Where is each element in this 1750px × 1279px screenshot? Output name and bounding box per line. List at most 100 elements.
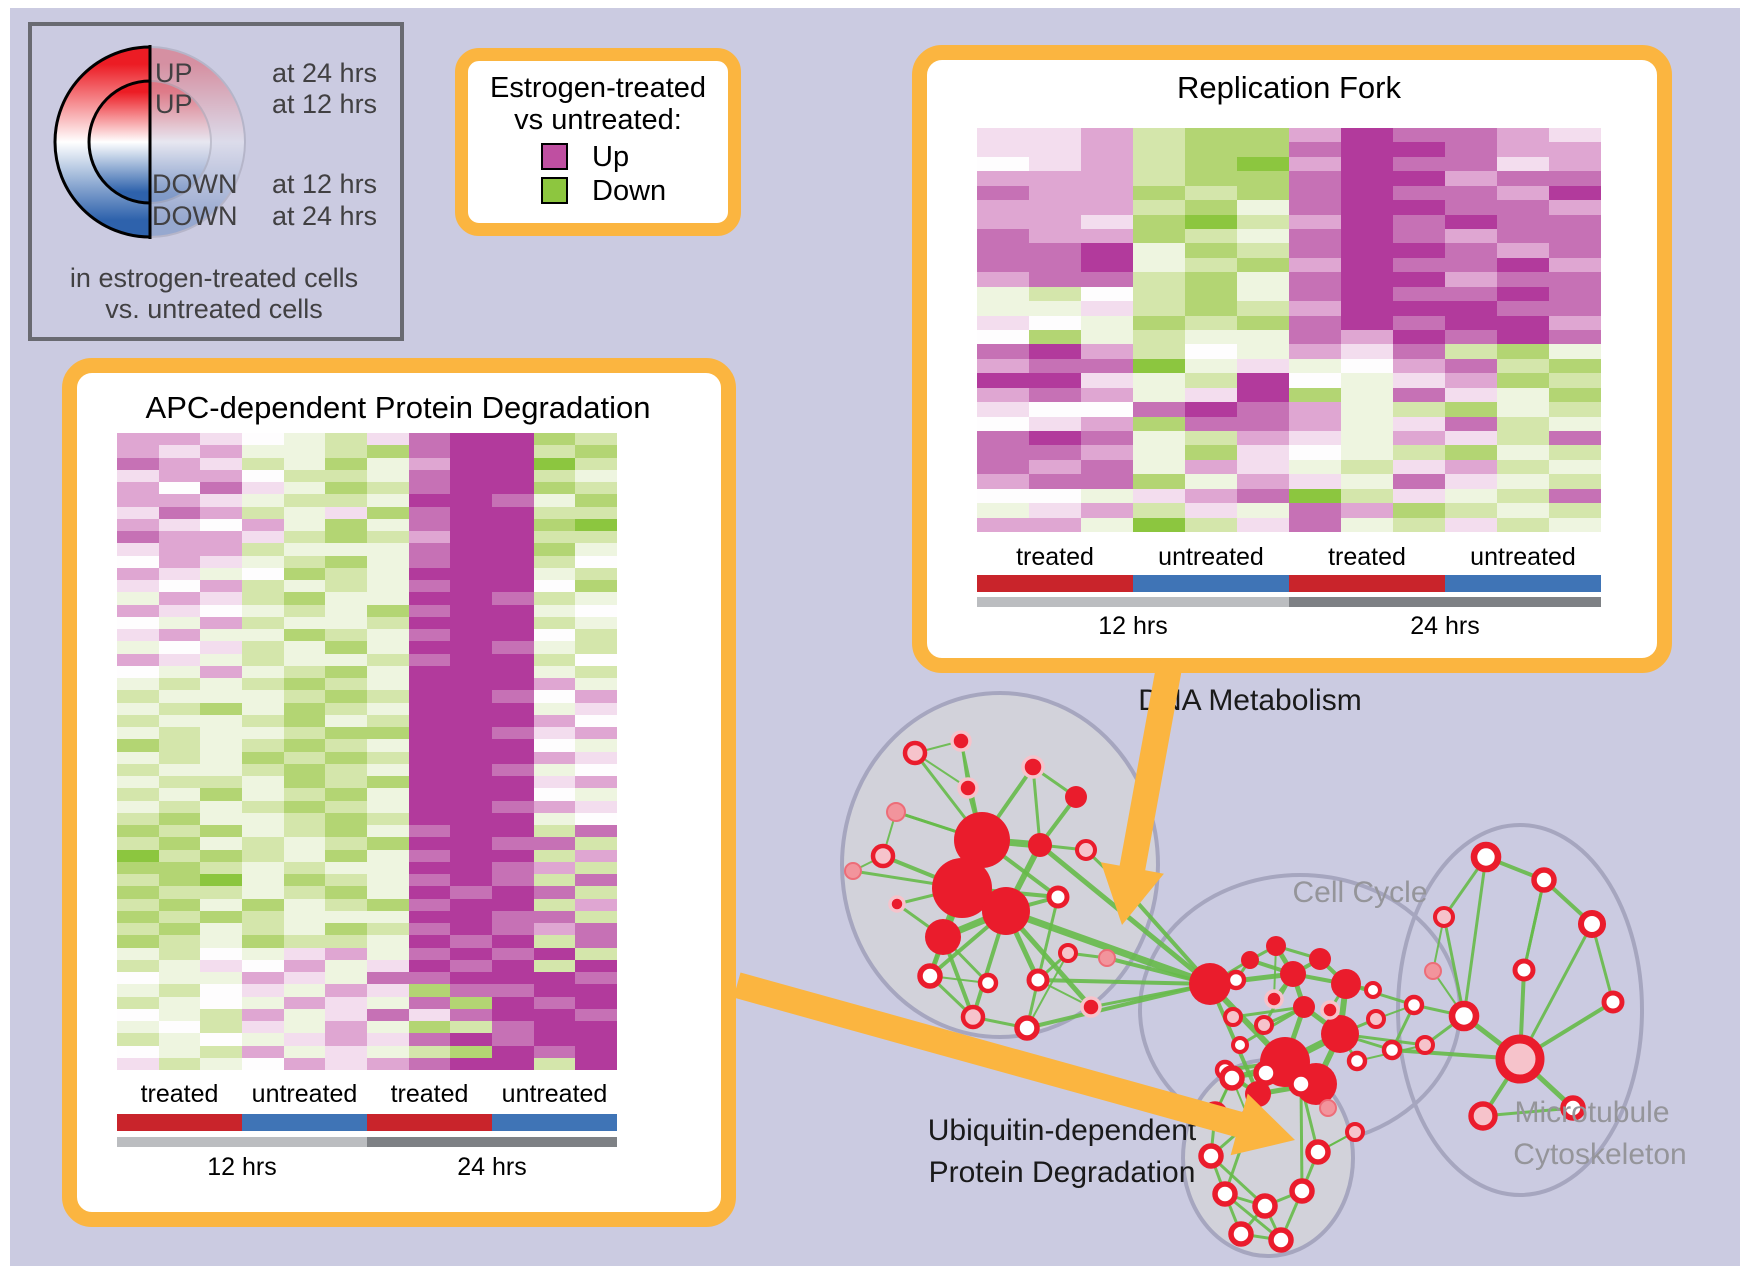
heatmap-cell [408,690,451,703]
heatmap-cell [158,972,201,985]
ring-caption-line1: in estrogen-treated cells [69,263,359,293]
heatmap-cell [325,506,367,519]
heatmap-cell [533,812,576,825]
heatmap-cell [283,457,326,470]
heatmap-cell [408,506,451,519]
heatmap-cell [1081,431,1133,446]
apc-heatmap [117,433,617,1070]
heatmap-cell [283,1045,326,1058]
heatmap-cell [367,653,409,666]
heatmap-cell [575,996,617,1009]
heatmap-cell [492,531,534,544]
heatmap-cell [1133,200,1185,215]
rf-panel-title: Replication Fork [1177,70,1401,105]
heatmap-cell [575,445,617,458]
heatmap-cell [242,1045,284,1058]
heatmap-cell [1497,214,1549,229]
heatmap-cell [200,714,242,727]
heatmap-cell [575,972,617,985]
heatmap-cell [1341,474,1393,489]
heatmap-cell [977,488,1029,504]
time-label: 12 hrs [207,1153,277,1181]
heatmap-cell [325,972,367,985]
heatmap-cell [325,714,367,727]
heatmap-cell [1289,503,1341,518]
heatmap-cell [1029,243,1081,258]
heatmap-cell [1029,344,1081,359]
heatmap-cell [1081,301,1133,316]
heatmap-cell [325,849,367,862]
heatmap-cell [1081,358,1133,374]
heatmap-cell [367,923,409,936]
heatmap-cell [492,984,534,997]
heatmap-cell [200,482,242,495]
heatmap-cell [408,1021,451,1034]
heatmap-cell [158,457,201,470]
heatmap-cell [575,812,617,825]
heatmap-cell [200,641,242,654]
heatmap-cell [408,616,451,629]
heatmap-cell [283,641,326,654]
heatmap-cell [1081,128,1133,143]
heatmap-cell [1133,243,1185,258]
heatmap-cell [1497,272,1549,287]
heatmap-cell [575,543,617,556]
heatmap-cell [1393,128,1445,143]
heatmap-cell [1237,128,1289,143]
heatmap-cell [283,935,326,948]
group-label: untreated [1158,543,1264,571]
heatmap-cell [283,825,326,838]
heatmap-cell [325,1008,367,1021]
heatmap-cell [1341,431,1393,446]
heatmap-cell [158,665,201,678]
heatmap-cell [367,837,409,850]
heatmap-cell [1237,387,1289,403]
heatmap-cell [1237,301,1289,316]
heatmap-cell [158,506,201,519]
heatmap-cell [158,714,201,727]
heatmap-cell [158,580,201,593]
heatmap-cell [158,910,201,923]
heatmap-cell [158,1008,201,1021]
heatmap-cell [575,935,617,948]
heatmap-cell [1133,445,1185,460]
heatmap-cell [1237,358,1289,374]
heatmap-cell [1289,517,1341,532]
heatmap-cell [1237,272,1289,287]
heatmap-cell [1029,459,1081,475]
heatmap-cell [1497,156,1549,172]
heatmap-cell [408,800,451,813]
heatmap-cell [367,616,409,629]
heatmap-cell [408,874,451,887]
heatmap-cell [1237,185,1289,201]
heatmap-cell [1133,142,1185,157]
heatmap-cell [1549,214,1601,229]
heatmap-cell [283,1008,326,1021]
heatmap-cell [1289,445,1341,460]
heatmap-cell [367,604,409,617]
heatmap-cell [117,1033,159,1046]
heatmap-cell [1185,301,1237,316]
heatmap-cell [1445,474,1497,489]
heatmap-cell [533,543,576,556]
heatmap-cell [117,1057,159,1070]
heatmap-cell [450,800,492,813]
heatmap-cell [977,142,1029,157]
heatmap-cell [242,629,284,642]
heatmap-cell [492,910,534,923]
heatmap-cell [158,959,201,972]
untreated-bar [492,1114,617,1131]
heatmap-cell [158,947,201,960]
heatmap-cell [1185,474,1237,489]
heatmap-cell [1289,330,1341,345]
heatmap-cell [575,984,617,997]
heatmap-cell [492,935,534,948]
heatmap-cell [283,849,326,862]
heatmap-cell [1133,373,1185,388]
heatmap-cell [450,531,492,544]
heatmap-cell [408,910,451,923]
heatmap-cell [1497,185,1549,201]
heatmap-cell [1289,373,1341,388]
heatmap-cell [117,739,159,752]
heatmap-cell [533,849,576,862]
